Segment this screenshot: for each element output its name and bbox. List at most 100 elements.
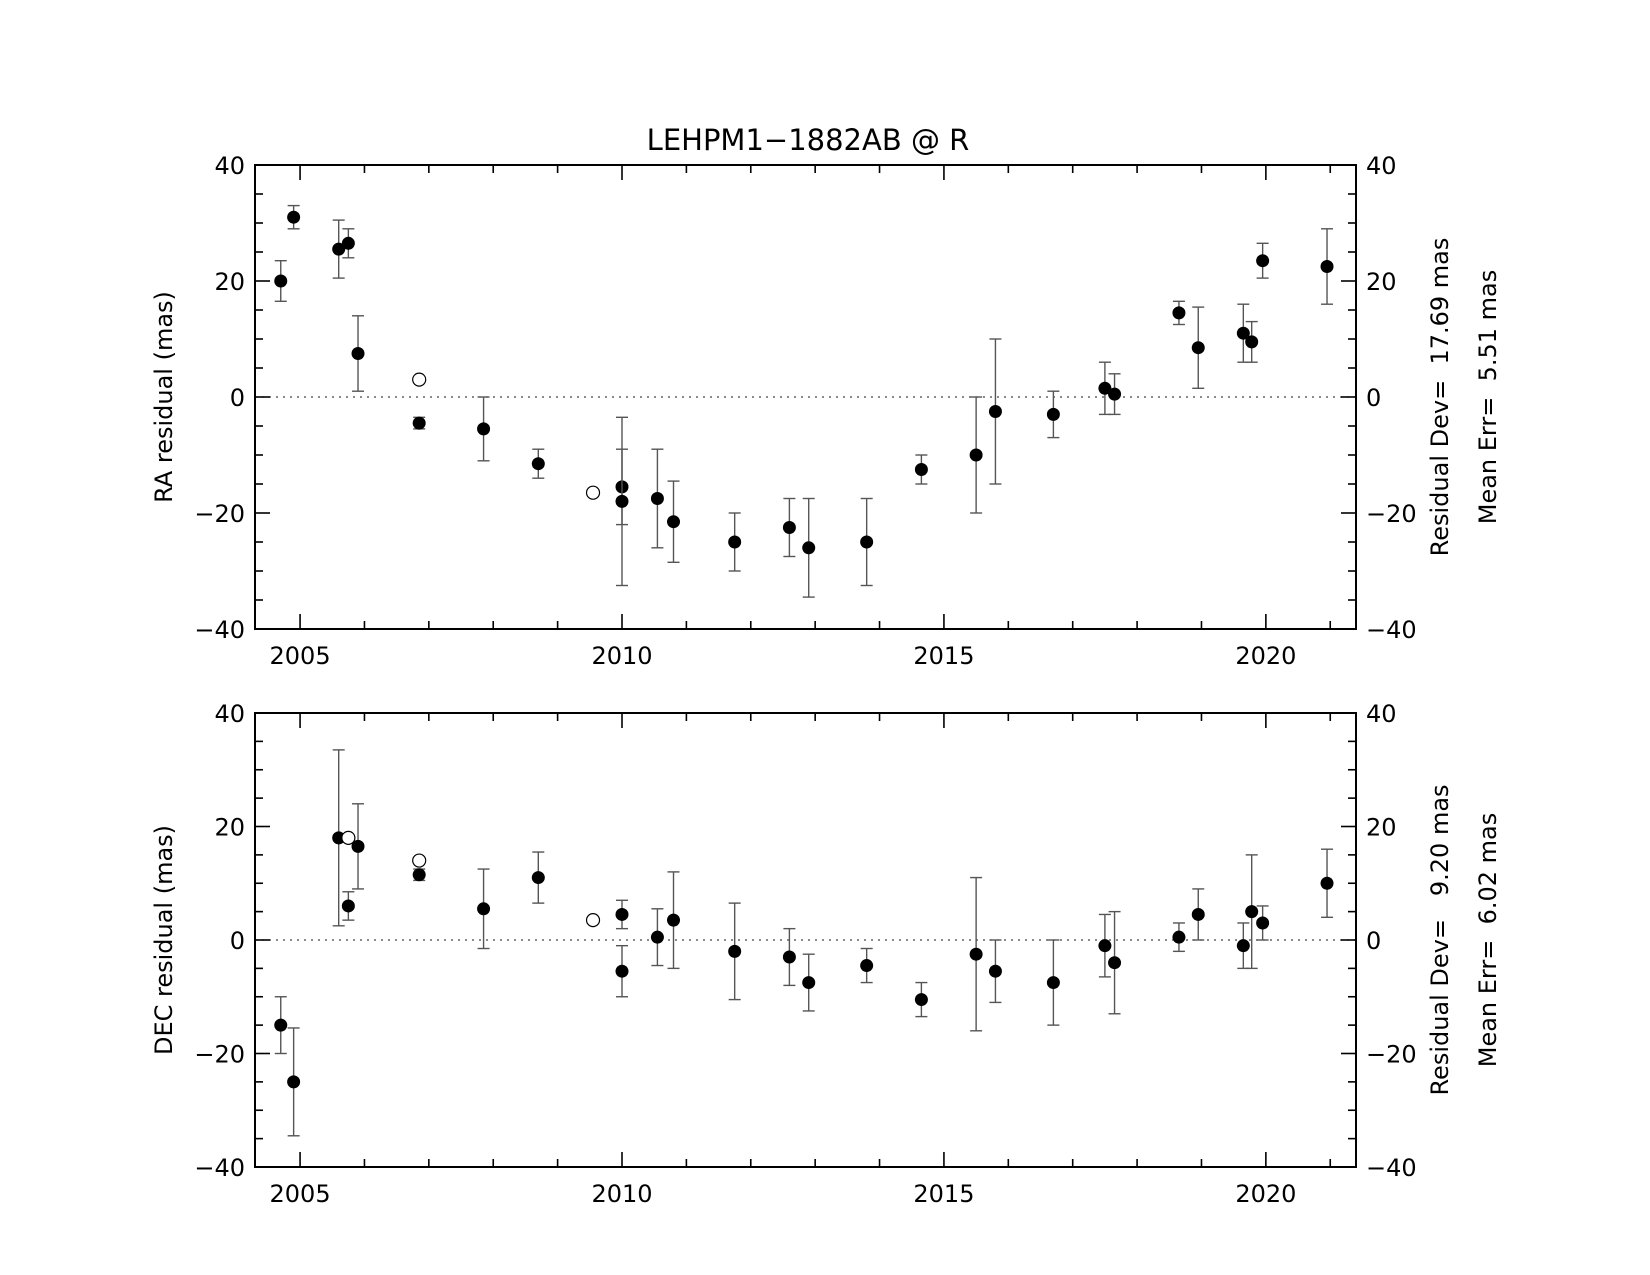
dec-data-point xyxy=(332,831,346,845)
dec-x-tick-label: 2015 xyxy=(913,1180,974,1208)
ra-y-tick-label-left: −20 xyxy=(194,500,245,528)
ra-data-point xyxy=(1236,326,1250,340)
ra-residual-dev-label: Residual Dev= 17.69 mas xyxy=(1426,238,1454,557)
ra-y-tick-label-left: −40 xyxy=(194,616,245,644)
dec-data-point xyxy=(351,839,365,853)
dec-data-point xyxy=(274,1018,288,1032)
ra-x-tick-label: 2005 xyxy=(270,642,331,670)
dec-data-point xyxy=(615,907,629,921)
dec-y-tick-label-left: −20 xyxy=(194,1041,245,1069)
ra-x-tick-label: 2010 xyxy=(591,642,652,670)
dec-y-tick-label-left: 40 xyxy=(214,700,245,728)
dec-y-tick-label-right: 40 xyxy=(1366,700,1397,728)
dec-data-point xyxy=(1191,907,1205,921)
ra-data-point xyxy=(287,210,301,224)
ra-data-point xyxy=(1098,381,1112,395)
dec-data-point xyxy=(988,964,1002,978)
ra-data-point xyxy=(1191,341,1205,355)
ra-open-data-point xyxy=(412,372,427,387)
dec-y-tick-label-left: 0 xyxy=(230,927,245,955)
dec-open-data-point xyxy=(341,830,356,845)
dec-data-point xyxy=(650,930,664,944)
ra-y-tick-label-left: 20 xyxy=(214,268,245,296)
dec-y-tick-label-right: −20 xyxy=(1366,1041,1417,1069)
ra-data-point xyxy=(1108,387,1122,401)
ra-mean-err-label: Mean Err= 5.51 mas xyxy=(1474,270,1502,525)
ra-open-data-point xyxy=(585,485,601,500)
ra-y-tick-label-left: 40 xyxy=(214,152,245,180)
ra-data-point xyxy=(1046,407,1060,421)
dec-data-point xyxy=(1245,905,1259,919)
dec-data-point xyxy=(341,899,355,913)
dec-data-point xyxy=(969,947,983,961)
dec-data-point xyxy=(1108,956,1122,970)
dec-data-point xyxy=(860,959,874,973)
dec-data-point xyxy=(287,1075,301,1089)
dec-data-point xyxy=(412,868,426,882)
dec-data-point xyxy=(477,902,491,916)
dec-y-tick-label-left: −40 xyxy=(194,1154,245,1182)
ra-y-tick-label-right: 20 xyxy=(1366,268,1397,296)
ra-data-point xyxy=(860,535,874,549)
ra-data-point xyxy=(914,463,928,476)
dec-data-point xyxy=(802,976,816,990)
ra-data-point xyxy=(1245,335,1259,349)
ra-x-tick-label: 2020 xyxy=(1235,642,1296,670)
ra-data-point xyxy=(1172,306,1186,320)
dec-data-point xyxy=(1320,876,1334,890)
ra-data-point xyxy=(782,521,796,534)
ra-plot-frame xyxy=(254,164,1357,630)
ra-y-tick-label-left: 0 xyxy=(230,384,245,412)
dec-data-point xyxy=(1236,939,1250,953)
dec-data-point xyxy=(1172,930,1186,944)
ra-data-point xyxy=(802,541,816,555)
ra-data-point xyxy=(650,492,664,505)
dec-data-point xyxy=(782,950,796,964)
dec-open-data-point xyxy=(585,913,601,928)
ra-data-point xyxy=(969,448,983,462)
dec-data-point xyxy=(1256,916,1270,930)
dec-data-point xyxy=(1098,939,1112,953)
dec-plot-frame xyxy=(254,712,1357,1168)
dec-data-point xyxy=(531,871,545,885)
dec-data-point xyxy=(1046,976,1060,990)
ra-y-tick-label-right: −20 xyxy=(1366,500,1417,528)
dec-data-point xyxy=(615,964,629,978)
ra-data-point xyxy=(332,242,346,256)
dec-y-tick-label-right: 0 xyxy=(1366,927,1381,955)
ra-data-point xyxy=(274,274,288,288)
ra-y-axis-label: RA residual (mas) xyxy=(150,291,178,503)
dec-data-point xyxy=(914,993,928,1007)
ra-data-point xyxy=(351,347,365,360)
chart-title: LEHPM1−1882AB @ R xyxy=(647,123,970,157)
ra-data-point xyxy=(531,457,545,471)
dec-y-tick-label-left: 20 xyxy=(214,814,245,842)
dec-data-point xyxy=(667,913,681,927)
ra-data-point xyxy=(615,494,629,508)
ra-data-point xyxy=(412,416,426,430)
ra-x-tick-label: 2015 xyxy=(913,642,974,670)
ra-data-point xyxy=(988,405,1002,418)
dec-open-data-point xyxy=(412,853,427,868)
ra-data-point xyxy=(667,515,681,529)
ra-y-tick-label-right: −40 xyxy=(1366,616,1417,644)
ra-data-point xyxy=(341,236,355,250)
dec-x-tick-label: 2005 xyxy=(270,1180,331,1208)
dec-x-tick-label: 2010 xyxy=(591,1180,652,1208)
dec-mean-err-label: Mean Err= 6.02 mas xyxy=(1474,813,1502,1068)
dec-y-tick-label-right: −40 xyxy=(1366,1154,1417,1182)
dec-y-tick-label-right: 20 xyxy=(1366,814,1397,842)
ra-data-point xyxy=(1320,260,1334,273)
dec-data-point xyxy=(728,944,742,958)
ra-data-point xyxy=(728,535,742,549)
ra-data-point xyxy=(477,422,491,436)
dec-residual-dev-label: Residual Dev= 9.20 mas xyxy=(1426,784,1454,1095)
ra-y-tick-label-right: 40 xyxy=(1366,152,1397,180)
ra-data-point xyxy=(1256,254,1270,268)
dec-y-axis-label: DEC residual (mas) xyxy=(150,825,178,1055)
ra-y-tick-label-right: 0 xyxy=(1366,384,1381,412)
dec-x-tick-label: 2020 xyxy=(1235,1180,1296,1208)
